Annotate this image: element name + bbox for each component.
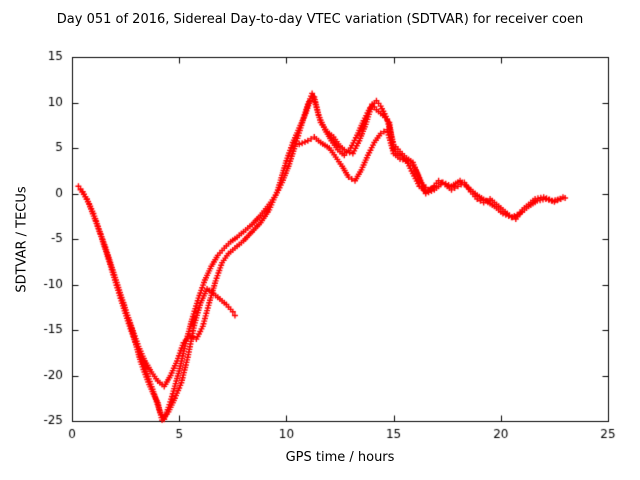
chart-title: Day 051 of 2016, Sidereal Day-to-day VTE…	[56, 12, 584, 27]
y-axis-label: SDTVAR / TECUs	[14, 186, 30, 293]
x-axis-label: GPS time / hours	[285, 450, 395, 465]
